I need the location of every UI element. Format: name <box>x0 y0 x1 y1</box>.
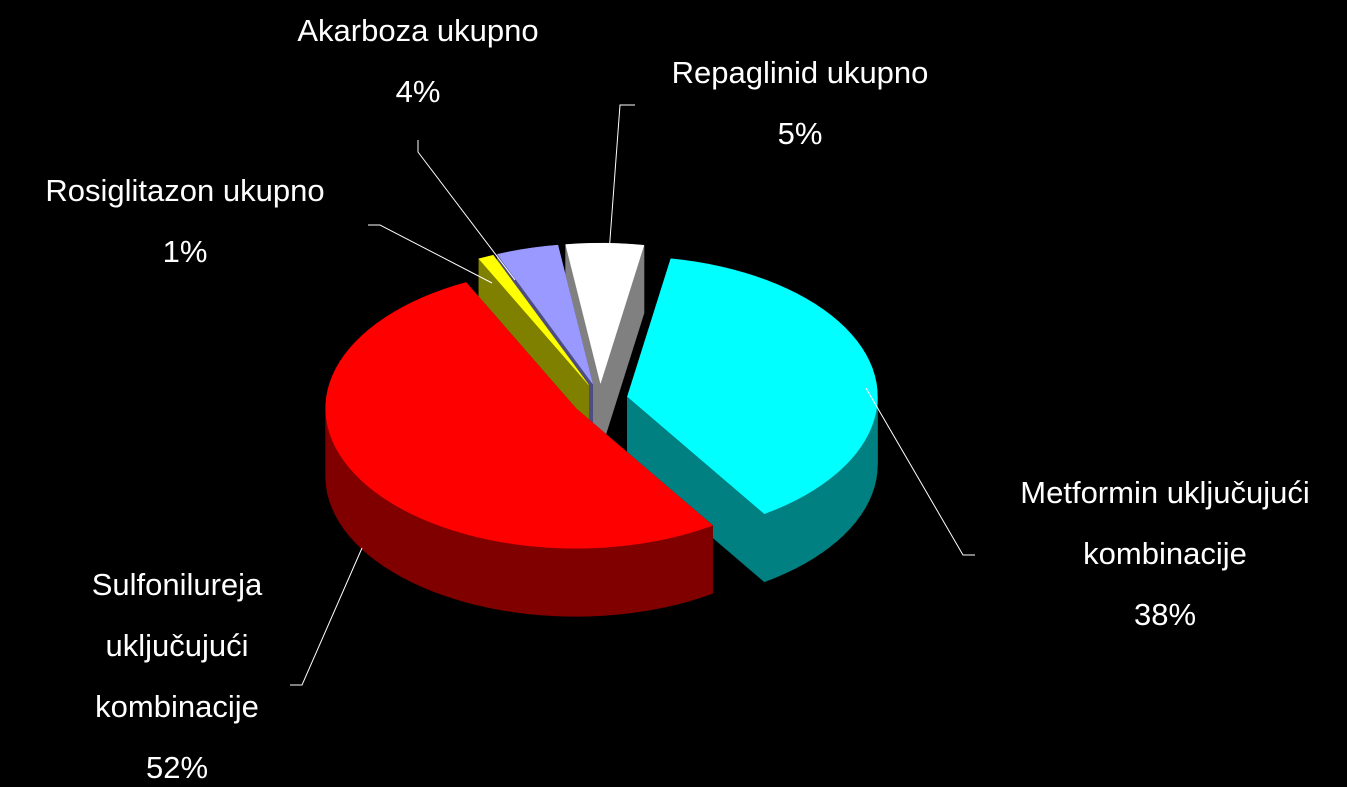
slice-side <box>343 460 350 537</box>
slice-side <box>774 504 786 579</box>
leader-line <box>865 387 975 556</box>
slice-side <box>629 542 643 614</box>
slice-side <box>375 492 385 567</box>
slice-side <box>829 472 838 548</box>
value-label: 52% <box>146 750 208 785</box>
slice-side <box>813 484 823 559</box>
slice-side <box>784 499 796 574</box>
slice-side <box>354 473 362 550</box>
slice-side <box>442 526 454 599</box>
slice-side <box>701 525 713 598</box>
slice-side <box>401 508 412 583</box>
slice-side <box>577 547 592 617</box>
slice-side <box>590 547 605 617</box>
slice-side <box>464 533 478 606</box>
slice-side <box>392 503 403 578</box>
slice-side <box>666 535 679 608</box>
slice-side <box>849 452 856 530</box>
slice <box>325 281 714 617</box>
slice-side <box>836 466 845 542</box>
slice-label: Repaglinid ukupno <box>672 55 929 90</box>
slice <box>627 258 878 583</box>
slice-side <box>794 494 805 569</box>
slice-top <box>496 244 593 384</box>
label-line: kombinacije <box>1083 536 1247 571</box>
slice-side <box>335 446 340 524</box>
slice-top <box>565 242 645 385</box>
slice-side <box>654 538 667 610</box>
label-line: Akarboza ukupno <box>297 13 538 48</box>
slice-side <box>476 536 490 608</box>
slice-side <box>349 466 356 544</box>
label-line: kombinacije <box>95 689 259 724</box>
label-line: uključujući <box>105 628 248 663</box>
slice-top <box>627 258 878 515</box>
slice-side <box>689 528 702 602</box>
slice-label: Metformin uključujući kombinacije <box>1020 475 1309 571</box>
slice <box>565 242 645 452</box>
slice-side <box>500 541 515 613</box>
slice-side <box>871 418 875 495</box>
label-line: Metformin uključujući <box>1020 475 1309 510</box>
slice-side <box>411 513 422 587</box>
slice-side <box>421 517 433 592</box>
leader-line <box>606 104 635 281</box>
slice-label: Rosiglitazon ukupno <box>45 173 324 208</box>
slice-side <box>361 479 369 556</box>
slice-side <box>431 522 443 596</box>
slice-side <box>678 532 691 605</box>
slice-label: Sulfonilureja uključujući kombinacije <box>92 567 263 724</box>
slice-label: Akarboza ukupno <box>297 13 538 48</box>
pie <box>325 242 878 617</box>
slice-side <box>551 547 566 617</box>
leader-line <box>368 224 493 284</box>
value-label: 5% <box>778 116 823 151</box>
slice-side <box>513 543 527 614</box>
slice-top <box>478 254 589 385</box>
slice-side <box>564 547 579 617</box>
slice-side <box>526 545 540 616</box>
slice-side <box>804 489 814 564</box>
slice-side <box>339 453 345 531</box>
slice-side <box>453 530 466 603</box>
slice-side <box>821 478 831 554</box>
slice-side <box>603 546 617 616</box>
label-line: Rosiglitazon ukupno <box>45 173 324 208</box>
value-label: 38% <box>1134 597 1196 632</box>
slice-side <box>332 440 336 516</box>
slice-side <box>641 540 655 612</box>
slice-side <box>383 497 394 573</box>
slice-side <box>843 459 851 536</box>
slice-side <box>860 439 866 517</box>
leader-line <box>290 547 363 686</box>
labels: Repaglinid ukupno 5% Metformin uključujući… <box>45 13 1309 785</box>
slice-side <box>764 509 776 583</box>
slice-top <box>325 282 714 549</box>
slice-side <box>868 426 873 502</box>
label-line: Sulfonilureja <box>92 567 263 602</box>
slice-side <box>488 539 502 611</box>
slice-side <box>368 486 377 562</box>
value-label: 4% <box>396 74 441 109</box>
slice-side <box>864 433 870 509</box>
leader-line <box>417 140 516 281</box>
label-line: Repaglinid ukupno <box>672 55 929 90</box>
slice-side <box>616 544 630 615</box>
value-label: 1% <box>163 234 208 269</box>
slice-side <box>855 446 861 523</box>
slice-side <box>538 546 553 616</box>
